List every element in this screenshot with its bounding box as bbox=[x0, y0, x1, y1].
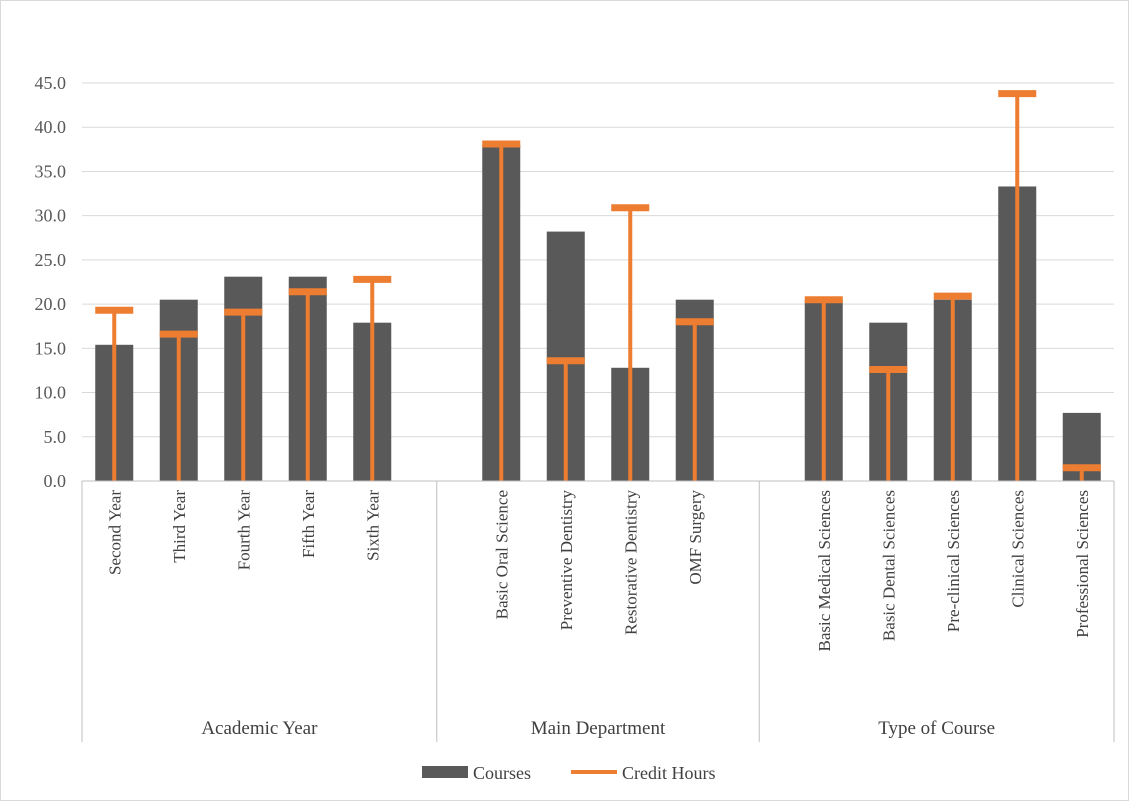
category-label: Restorative Dentistry bbox=[621, 490, 640, 635]
y-tick-label: 30.0 bbox=[35, 206, 67, 226]
credit-hours-markers bbox=[95, 90, 1101, 481]
category-label: Fourth Year bbox=[234, 490, 253, 571]
category-label: Pre-clinical Sciences bbox=[944, 490, 963, 632]
y-tick-label: 0.0 bbox=[44, 471, 67, 491]
category-label: Basic Medical Sciences bbox=[815, 490, 834, 651]
legend: Courses Credit Hours bbox=[422, 763, 716, 783]
category-label: Professional Sciences bbox=[1073, 490, 1092, 638]
category-label: Fifth Year bbox=[299, 490, 318, 558]
legend-credit-hours-label: Credit Hours bbox=[622, 763, 716, 783]
y-tick-label: 45.0 bbox=[35, 73, 67, 93]
y-axis-tick-labels: 0.0 5.0 10.0 15.0 20.0 25.0 30.0 35.0 40.0 45.0 bbox=[35, 73, 67, 491]
legend-courses-label: Courses bbox=[473, 763, 531, 783]
y-tick-label: 20.0 bbox=[35, 294, 67, 314]
category-label: OMF Surgery bbox=[686, 490, 705, 585]
y-tick-label: 15.0 bbox=[35, 338, 67, 358]
y-tick-label: 10.0 bbox=[35, 383, 67, 403]
category-label: Basic Oral Science bbox=[492, 490, 511, 619]
y-tick-label: 40.0 bbox=[35, 117, 67, 137]
category-label: Preventive Dentistry bbox=[557, 490, 576, 631]
category-label: Third Year bbox=[170, 490, 189, 563]
group-label: Main Department bbox=[531, 718, 666, 739]
category-label: Sixth Year bbox=[363, 490, 382, 561]
legend-courses-swatch bbox=[422, 766, 468, 778]
group-label: Type of Course bbox=[878, 718, 995, 739]
category-label: Basic Dental Sciences bbox=[879, 490, 898, 641]
group-label: Academic Year bbox=[201, 718, 318, 739]
category-labels: Second Year Third Year Fourth Year Fifth Ye… bbox=[105, 490, 1092, 652]
y-tick-label: 25.0 bbox=[35, 250, 67, 270]
y-tick-label: 5.0 bbox=[44, 427, 67, 447]
y-tick-label: 35.0 bbox=[35, 161, 67, 181]
category-label: Second Year bbox=[105, 490, 124, 575]
category-label: Clinical Sciences bbox=[1008, 490, 1027, 608]
category-axis bbox=[81, 480, 1115, 742]
group-labels: Academic Year Main Department Type of Cour… bbox=[201, 718, 995, 739]
